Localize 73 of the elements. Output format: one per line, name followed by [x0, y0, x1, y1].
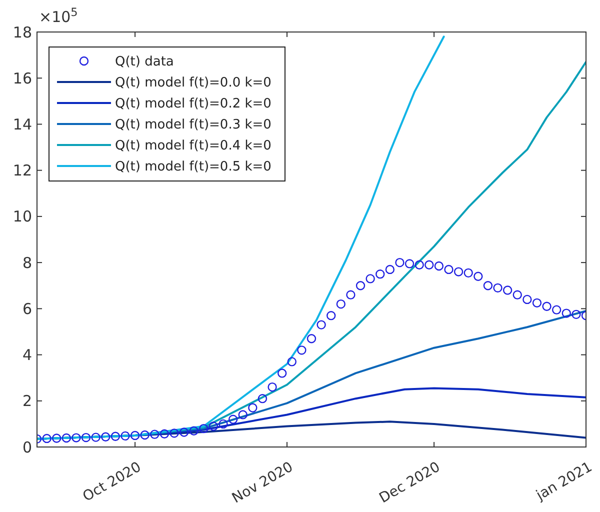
legend-label: Q(t) model f(t)=0.0 k=0	[115, 76, 272, 91]
y-tick-label: 12	[12, 162, 32, 180]
point	[160, 429, 170, 438]
y-tick-label: 4	[22, 346, 32, 364]
point	[562, 308, 571, 318]
point	[493, 283, 502, 292]
point	[52, 434, 62, 443]
point	[120, 431, 130, 441]
y-tick-label: 6	[22, 300, 32, 318]
point	[268, 382, 277, 392]
point	[483, 281, 493, 290]
point	[258, 394, 268, 404]
point	[572, 310, 581, 320]
point	[552, 305, 562, 314]
point	[532, 298, 542, 308]
point	[542, 302, 552, 311]
y-tick-label: 2	[22, 392, 32, 410]
point	[512, 290, 522, 300]
legend-label: Q(t) model f(t)=0.2 k=0	[115, 96, 272, 112]
point	[502, 286, 512, 295]
point	[366, 274, 375, 284]
point	[326, 311, 336, 320]
point	[130, 430, 140, 440]
point	[140, 430, 150, 440]
y-tick-label: 10	[12, 208, 32, 226]
point	[72, 433, 81, 442]
point	[424, 260, 434, 270]
point	[474, 272, 483, 281]
point	[316, 320, 326, 330]
point	[346, 290, 356, 300]
point	[179, 428, 189, 437]
point	[170, 428, 179, 438]
legend-label: Q(t) model f(t)=0.4 k=0	[115, 138, 272, 154]
point	[62, 433, 71, 443]
point	[101, 432, 110, 442]
point	[278, 368, 287, 378]
point	[297, 346, 306, 355]
point	[189, 426, 198, 436]
point	[91, 432, 100, 442]
point	[150, 430, 160, 439]
point	[336, 299, 346, 309]
point	[522, 294, 532, 304]
y-tick-label: 8	[22, 254, 32, 272]
point	[208, 422, 218, 431]
point	[444, 264, 454, 274]
point	[238, 410, 248, 420]
point	[199, 424, 208, 434]
point	[248, 403, 258, 412]
point	[81, 432, 91, 442]
text: ×10$^{5}$	[39, 6, 78, 26]
y-tick-label: 18	[12, 23, 32, 42]
point	[404, 259, 414, 268]
point	[454, 267, 464, 276]
point	[385, 264, 395, 274]
point	[414, 260, 424, 270]
point	[464, 268, 473, 278]
point	[287, 357, 296, 366]
legend-label: Q(t) model f(t)=0.3 k=0	[115, 118, 272, 133]
point	[42, 434, 52, 444]
point	[376, 270, 385, 279]
y-tick-label: 0	[22, 438, 32, 456]
point	[218, 419, 228, 429]
point	[306, 334, 316, 344]
y-tick-label: 14	[12, 115, 32, 134]
point	[228, 414, 238, 424]
legend-label: Q(t) model f(t)=0.5 k=0	[115, 160, 272, 175]
legend-label: Q(t) data	[115, 54, 174, 70]
point	[110, 432, 120, 441]
line-series	[37, 36, 445, 440]
y-tick-label: 16	[12, 69, 32, 88]
point	[395, 258, 404, 268]
point	[434, 261, 444, 271]
point	[356, 281, 366, 290]
